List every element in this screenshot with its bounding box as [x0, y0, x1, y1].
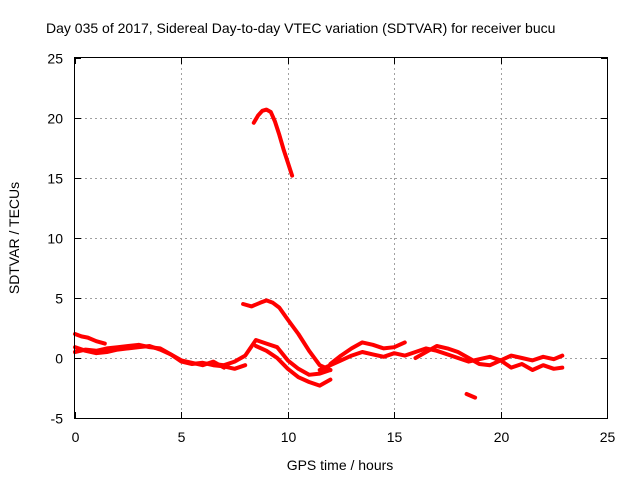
series-track-11 [464, 392, 478, 400]
y-tick-label: 20 [47, 111, 63, 127]
series-track-8 [317, 346, 565, 372]
y-tick-label: 0 [55, 351, 63, 367]
series-track-6 [241, 298, 333, 372]
y-tick-label: 10 [47, 231, 63, 247]
y-tick-label: 5 [55, 291, 63, 307]
grid-lines [75, 58, 607, 418]
y-axis-label: SDTVAR / TECUs [6, 182, 22, 294]
y-tick-label: 15 [47, 171, 63, 187]
y-tick-label: 25 [47, 51, 63, 67]
series-track-3 [73, 344, 226, 370]
x-tick-label: 15 [387, 429, 403, 445]
plot-frame [74, 57, 608, 419]
series-track-9 [328, 340, 407, 366]
series-track-7 [251, 107, 295, 178]
series-track-5 [253, 344, 333, 388]
x-axis-label: GPS time / hours [287, 457, 394, 473]
series-track-2 [73, 332, 107, 346]
x-tick-label: 10 [281, 429, 297, 445]
x-tick-label: 25 [600, 429, 616, 445]
x-tick-label: 20 [494, 429, 510, 445]
axis-ticks: 0 5 10 15 20 25 -5 0 5 10 15 20 25 [47, 51, 615, 446]
y-tick-label: -5 [51, 411, 64, 427]
series-track-10 [413, 344, 565, 372]
series-track-4 [211, 338, 333, 377]
data-series [73, 107, 565, 400]
x-tick-label: 5 [178, 429, 186, 445]
chart-title: Day 035 of 2017, Sidereal Day-to-day VTE… [46, 20, 555, 36]
x-tick-label: 0 [72, 429, 80, 445]
